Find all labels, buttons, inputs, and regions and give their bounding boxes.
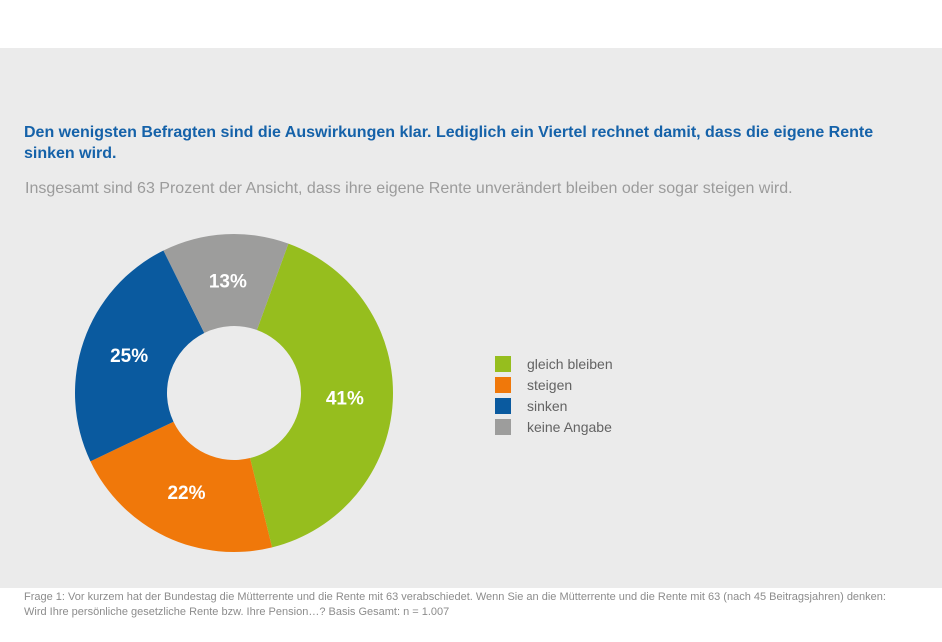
pie-data-label-gleich-bleiben: 41% xyxy=(326,388,364,409)
legend-swatch-gleich-bleiben xyxy=(495,356,511,372)
headline: Den wenigsten Befragten sind die Auswirk… xyxy=(24,124,874,162)
legend: gleich bleiben steigen sinken keine Angabe xyxy=(495,356,613,435)
legend-label-gleich-bleiben: gleich bleiben xyxy=(527,356,613,372)
content-panel: Den wenigsten Befragten sind die Auswirk… xyxy=(0,48,942,618)
legend-swatch-keine-angabe xyxy=(495,419,511,435)
pie-data-label-sinken: 25% xyxy=(110,346,148,367)
donut-chart: 41% 22% 25% 13% xyxy=(75,234,393,552)
pie-segment-gleich-bleiben xyxy=(250,243,393,548)
legend-swatch-steigen xyxy=(495,377,511,393)
pie-data-label-keine-angabe: 13% xyxy=(209,272,247,293)
legend-label-sinken: sinken xyxy=(527,398,568,414)
legend-item-sinken: sinken xyxy=(495,398,613,414)
pie-segment-keine-angabe xyxy=(163,234,289,333)
legend-item-keine-angabe: keine Angabe xyxy=(495,419,613,435)
pie-data-label-steigen: 22% xyxy=(167,483,205,504)
legend-item-gleich-bleiben: gleich bleiben xyxy=(495,356,613,372)
footnote: Frage 1: Vor kurzem hat der Bundestag di… xyxy=(24,590,929,620)
legend-label-keine-angabe: keine Angabe xyxy=(527,419,612,435)
footnote-line1: Frage 1: Vor kurzem hat der Bundestag di… xyxy=(24,591,886,603)
legend-swatch-sinken xyxy=(495,398,511,414)
legend-label-steigen: steigen xyxy=(527,377,573,393)
pie-segment-steigen xyxy=(90,421,273,552)
legend-item-steigen: steigen xyxy=(495,377,613,393)
footnote-line2: Wird Ihre persönliche gesetzliche Rente … xyxy=(24,606,450,618)
subheadline: Insgesamt sind 63 Prozent der Ansicht, d… xyxy=(25,180,793,197)
pie-segment-sinken xyxy=(75,250,205,462)
